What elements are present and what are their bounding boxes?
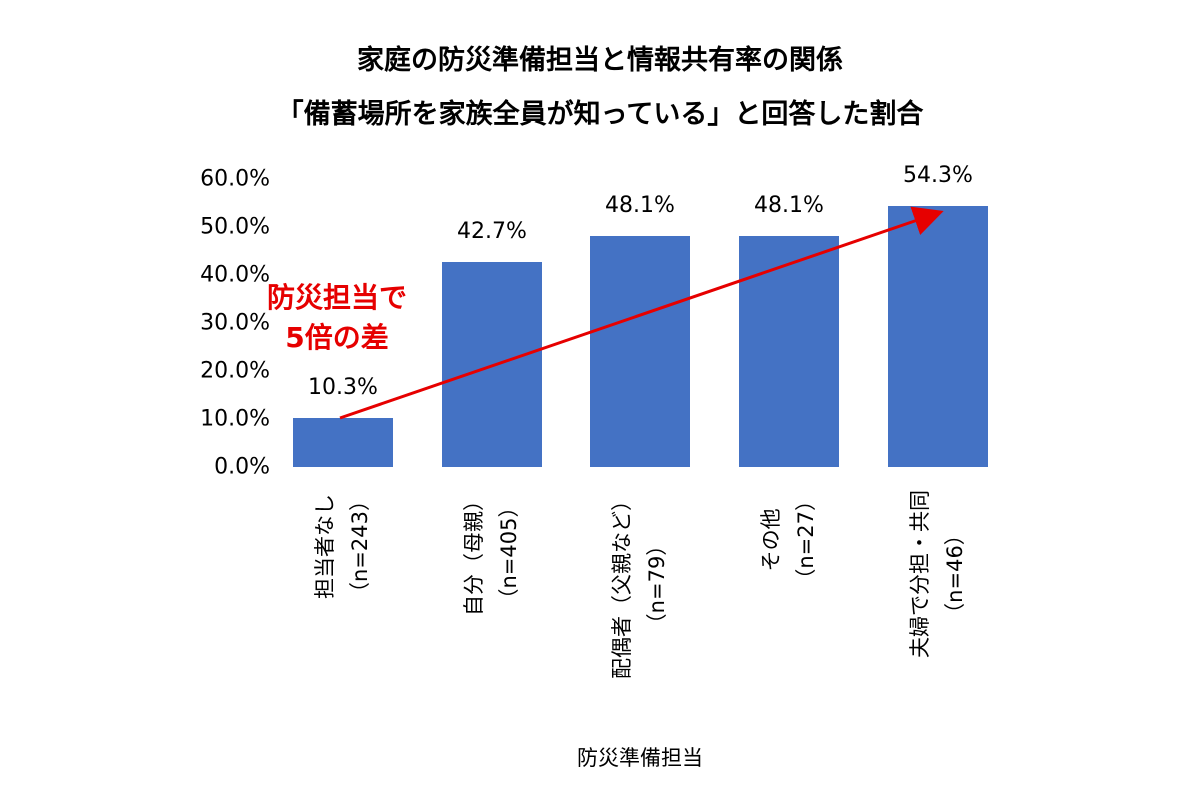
- data-label: 48.1%: [605, 193, 675, 219]
- x-axis-label: 防災準備担当: [577, 746, 703, 770]
- bar: [293, 417, 393, 467]
- bar: [888, 206, 988, 467]
- arrow-line: [339, 206, 944, 420]
- annotation: 防災担当で 5倍の差: [237, 278, 437, 358]
- chart-subtitle: 「備蓄場所を家族全員が知っている」と回答した割合: [276, 99, 924, 130]
- y-tick-label: 40.0%: [200, 262, 270, 288]
- data-label: 48.1%: [754, 193, 824, 219]
- y-tick-label: 60.0%: [200, 166, 270, 192]
- data-label: 54.3%: [903, 163, 973, 189]
- annotation-line: 防災担当で: [266, 281, 407, 314]
- bar: [590, 236, 690, 467]
- y-tick-label: 50.0%: [200, 214, 270, 240]
- y-tick-label: 30.0%: [200, 310, 270, 336]
- y-tick-label: 10.0%: [200, 406, 270, 432]
- annotation-line: 5倍の差: [285, 321, 389, 354]
- y-tick-label: 0.0%: [214, 454, 270, 480]
- chart-title: 家庭の防災準備担当と情報共有率の関係: [357, 45, 843, 76]
- y-tick-label: 20.0%: [200, 358, 270, 384]
- data-label: 10.3%: [308, 374, 378, 400]
- data-label: 42.7%: [457, 219, 527, 245]
